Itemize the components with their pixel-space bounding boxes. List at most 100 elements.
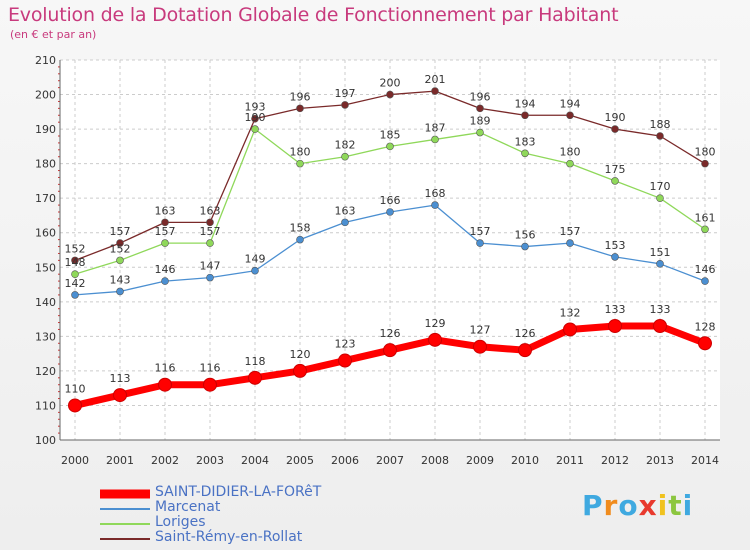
- data-label: 168: [425, 187, 446, 200]
- data-point: [251, 125, 259, 133]
- data-point: [476, 128, 484, 137]
- data-label: 189: [470, 115, 491, 128]
- data-label: 133: [650, 303, 671, 316]
- x-tick-label: 2008: [421, 454, 449, 467]
- y-tick-label: 190: [35, 123, 56, 136]
- data-label: 183: [515, 135, 536, 148]
- y-tick-label: 100: [35, 434, 56, 447]
- data-label: 132: [560, 306, 581, 319]
- legend-label: Marcenat: [155, 499, 221, 515]
- logo-letter: i: [657, 489, 669, 522]
- x-tick-label: 2006: [331, 454, 359, 467]
- legend-swatch: [100, 489, 150, 498]
- data-label: 180: [290, 146, 311, 159]
- x-tick-label: 2001: [106, 454, 134, 467]
- legend-label: SAINT-DIDIER-LA-FORêT: [155, 484, 322, 500]
- data-label: 116: [200, 362, 221, 375]
- legend-label: Saint-Rémy-en-Rollat: [155, 529, 303, 545]
- data-label: 194: [515, 97, 536, 110]
- data-point: [611, 125, 619, 133]
- data-label: 116: [155, 362, 176, 375]
- data-label: 163: [155, 204, 176, 217]
- data-label: 188: [650, 118, 671, 131]
- data-label: 196: [470, 90, 491, 103]
- data-point: [68, 398, 82, 413]
- chart-subtitle: (en € et par an): [10, 28, 97, 41]
- data-point: [206, 218, 214, 227]
- data-label: 194: [560, 97, 581, 110]
- data-point: [71, 256, 79, 265]
- data-point: [521, 149, 529, 158]
- data-point: [473, 339, 487, 354]
- logo-letter: P: [582, 489, 604, 522]
- data-point: [701, 159, 709, 168]
- data-point: [428, 332, 442, 347]
- x-tick-label: 2014: [691, 454, 719, 467]
- x-tick-label: 2004: [241, 454, 269, 467]
- data-point: [296, 235, 304, 244]
- data-label: 156: [515, 229, 536, 242]
- data-label: 157: [200, 225, 221, 238]
- data-point: [338, 353, 352, 368]
- x-tick-label: 2009: [466, 454, 494, 467]
- data-point: [248, 370, 262, 385]
- y-tick-label: 140: [35, 296, 56, 309]
- data-label: 180: [560, 146, 581, 159]
- x-tick-label: 2013: [646, 454, 674, 467]
- data-label: 157: [110, 225, 131, 238]
- data-label: 163: [335, 204, 356, 217]
- data-point: [341, 152, 349, 161]
- data-point: [521, 111, 529, 120]
- data-point: [116, 239, 124, 247]
- data-point: [518, 343, 532, 358]
- data-point: [116, 256, 124, 265]
- data-point: [566, 239, 574, 247]
- plot-area: [60, 60, 720, 440]
- data-point: [656, 194, 664, 202]
- data-point: [431, 87, 439, 95]
- y-tick-label: 180: [35, 158, 56, 171]
- data-label: 190: [245, 111, 266, 124]
- data-label: 120: [290, 348, 311, 361]
- data-label: 170: [650, 180, 671, 193]
- data-point: [251, 114, 259, 123]
- data-label: 182: [335, 139, 356, 152]
- data-label: 157: [155, 225, 176, 238]
- y-tick-label: 200: [35, 89, 56, 102]
- data-label: 190: [605, 111, 626, 124]
- data-point: [476, 104, 484, 113]
- data-label: 148: [65, 256, 86, 269]
- data-point: [113, 388, 127, 403]
- x-tick-label: 2011: [556, 454, 584, 467]
- data-label: 157: [560, 225, 581, 238]
- data-label: 146: [155, 263, 176, 276]
- data-label: 193: [245, 101, 266, 114]
- y-tick-label: 130: [35, 330, 56, 343]
- data-point: [158, 377, 172, 392]
- data-point: [386, 90, 394, 99]
- x-tick-label: 2007: [376, 454, 404, 467]
- data-point: [161, 239, 169, 247]
- data-label: 146: [695, 263, 716, 276]
- legend-swatch: [100, 537, 150, 540]
- data-label: 147: [200, 260, 221, 273]
- y-tick-label: 160: [35, 227, 56, 240]
- data-label: 127: [470, 324, 491, 337]
- y-tick-label: 210: [35, 54, 56, 67]
- data-label: 197: [335, 87, 356, 100]
- data-label: 185: [380, 128, 401, 141]
- y-tick-label: 110: [35, 399, 56, 412]
- data-label: 149: [245, 253, 266, 266]
- data-label: 180: [695, 146, 716, 159]
- data-label: 175: [605, 163, 626, 176]
- data-point: [206, 273, 214, 282]
- data-point: [116, 287, 124, 296]
- chart-title: Evolution de la Dotation Globale de Fonc…: [8, 4, 619, 26]
- x-tick-label: 2012: [601, 454, 629, 467]
- data-label: 163: [200, 204, 221, 217]
- data-label: 153: [605, 239, 626, 252]
- logo-letter: o: [618, 489, 639, 522]
- data-point: [386, 208, 394, 216]
